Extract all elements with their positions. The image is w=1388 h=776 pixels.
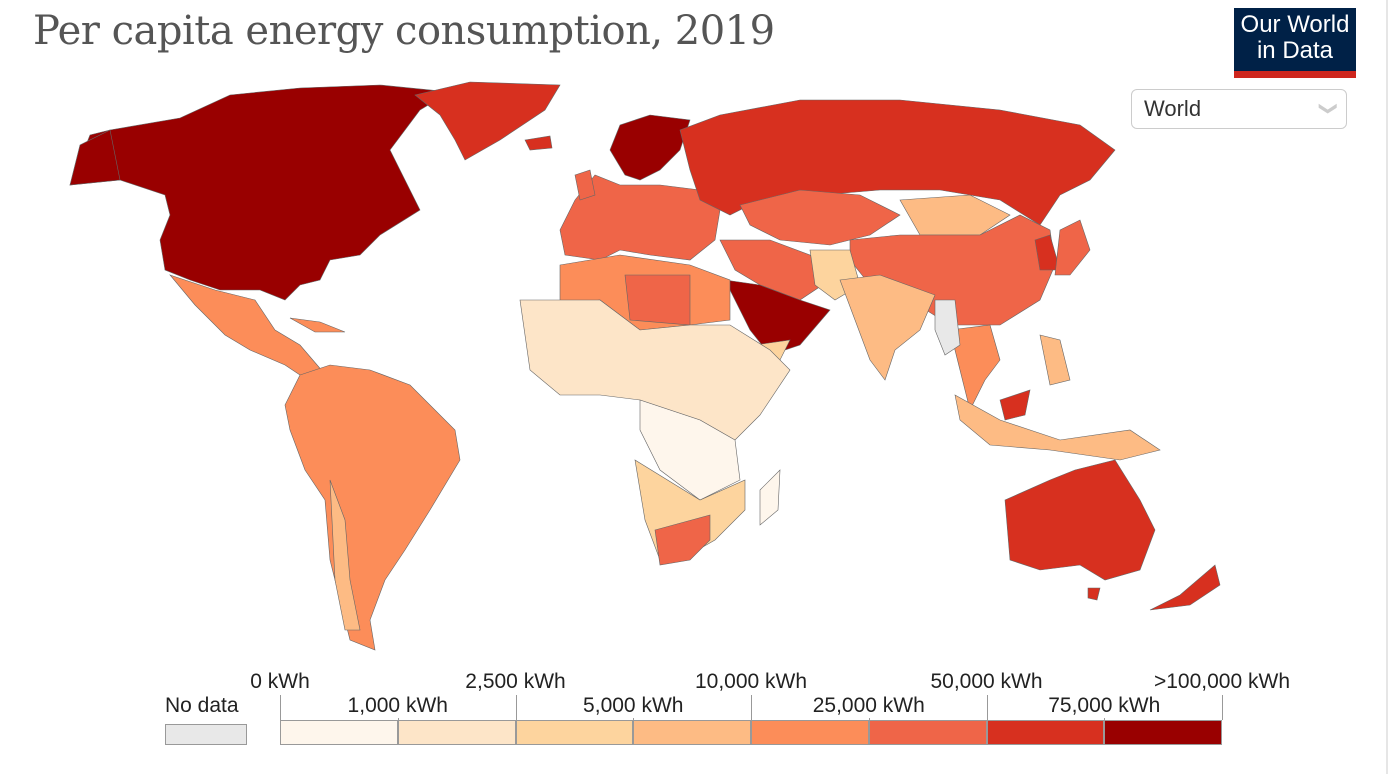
- country-japan[interactable]: [1054, 219, 1091, 276]
- country-new-zealand[interactable]: [1149, 564, 1221, 611]
- country-madagascar[interactable]: [759, 469, 781, 526]
- logo-line2: in Data: [1256, 37, 1334, 64]
- legend-tick: [1222, 695, 1223, 720]
- legend-swatch: [280, 720, 398, 745]
- country-greenland[interactable]: [414, 81, 561, 161]
- country-australia[interactable]: [1004, 459, 1156, 581]
- legend-label: 75,000 kWh: [1048, 694, 1161, 717]
- legend-tick: [751, 695, 752, 720]
- page-title: Per capita energy consumption, 2019: [33, 8, 775, 54]
- country-canada-usa[interactable]: [69, 84, 451, 301]
- legend-label-last: >100,000 kWh: [1153, 670, 1291, 693]
- country-scandinavia[interactable]: [609, 114, 691, 181]
- country-south-africa[interactable]: [654, 514, 711, 566]
- legend-swatch: [397, 720, 516, 745]
- country-caribbean[interactable]: [289, 317, 346, 333]
- country-tasmania[interactable]: [1087, 587, 1101, 601]
- legend-swatch: [1104, 720, 1222, 745]
- country-south-america[interactable]: [284, 364, 461, 651]
- legend-label: 2,500 kWh: [465, 670, 566, 693]
- legend-label: 25,000 kWh: [812, 694, 925, 717]
- country-myanmar[interactable]: [934, 299, 961, 356]
- legend-tick: [986, 695, 988, 720]
- legend-label: 1,000 kWh: [347, 694, 448, 717]
- country-iceland[interactable]: [524, 135, 553, 151]
- legend-no-data-label: No data: [165, 694, 239, 717]
- region-select-value: World: [1144, 96, 1202, 121]
- legend-swatch: [515, 720, 634, 745]
- country-se-asia[interactable]: [949, 324, 1001, 411]
- legend-tick: [633, 718, 635, 720]
- logo-line1: Our World: [1240, 11, 1350, 38]
- country-central-africa[interactable]: [639, 399, 741, 501]
- legend-label: 0 kWh: [250, 670, 310, 693]
- country-philippines[interactable]: [1039, 334, 1071, 386]
- legend-tick: [280, 695, 281, 720]
- country-arabia[interactable]: [724, 279, 831, 356]
- legend-label: 10,000 kWh: [694, 670, 808, 693]
- country-mongolia[interactable]: [899, 194, 1011, 236]
- country-chile-argentina[interactable]: [329, 479, 361, 631]
- legend-label: 5,000 kWh: [583, 694, 684, 717]
- country-indonesia[interactable]: [954, 394, 1161, 461]
- legend-tick: [397, 718, 399, 720]
- country-mexico-central-america[interactable]: [169, 274, 331, 386]
- legend-swatch: [751, 720, 869, 745]
- country-kazakhstan-central-asia[interactable]: [739, 189, 901, 246]
- legend-no-data-swatch: [165, 724, 247, 745]
- legend-tick: [868, 718, 870, 720]
- country-middle-east-iran[interactable]: [719, 239, 831, 301]
- legend-label: 50,000 kWh: [930, 670, 1043, 693]
- country-india[interactable]: [839, 274, 936, 381]
- country-libya[interactable]: [624, 274, 691, 326]
- legend-swatch: [633, 720, 751, 745]
- legend-tick: [515, 695, 517, 720]
- legend-tick: [1104, 718, 1106, 720]
- country-uk[interactable]: [574, 169, 596, 201]
- country-malaysia[interactable]: [999, 389, 1031, 421]
- region-select[interactable]: World ❯: [1131, 89, 1347, 129]
- country-west-africa[interactable]: [519, 299, 791, 441]
- legend-swatch: [986, 720, 1105, 745]
- country-alaska-west[interactable]: [69, 129, 121, 186]
- owid-logo[interactable]: Our World in Data: [1234, 8, 1356, 78]
- legend-swatch: [868, 720, 987, 745]
